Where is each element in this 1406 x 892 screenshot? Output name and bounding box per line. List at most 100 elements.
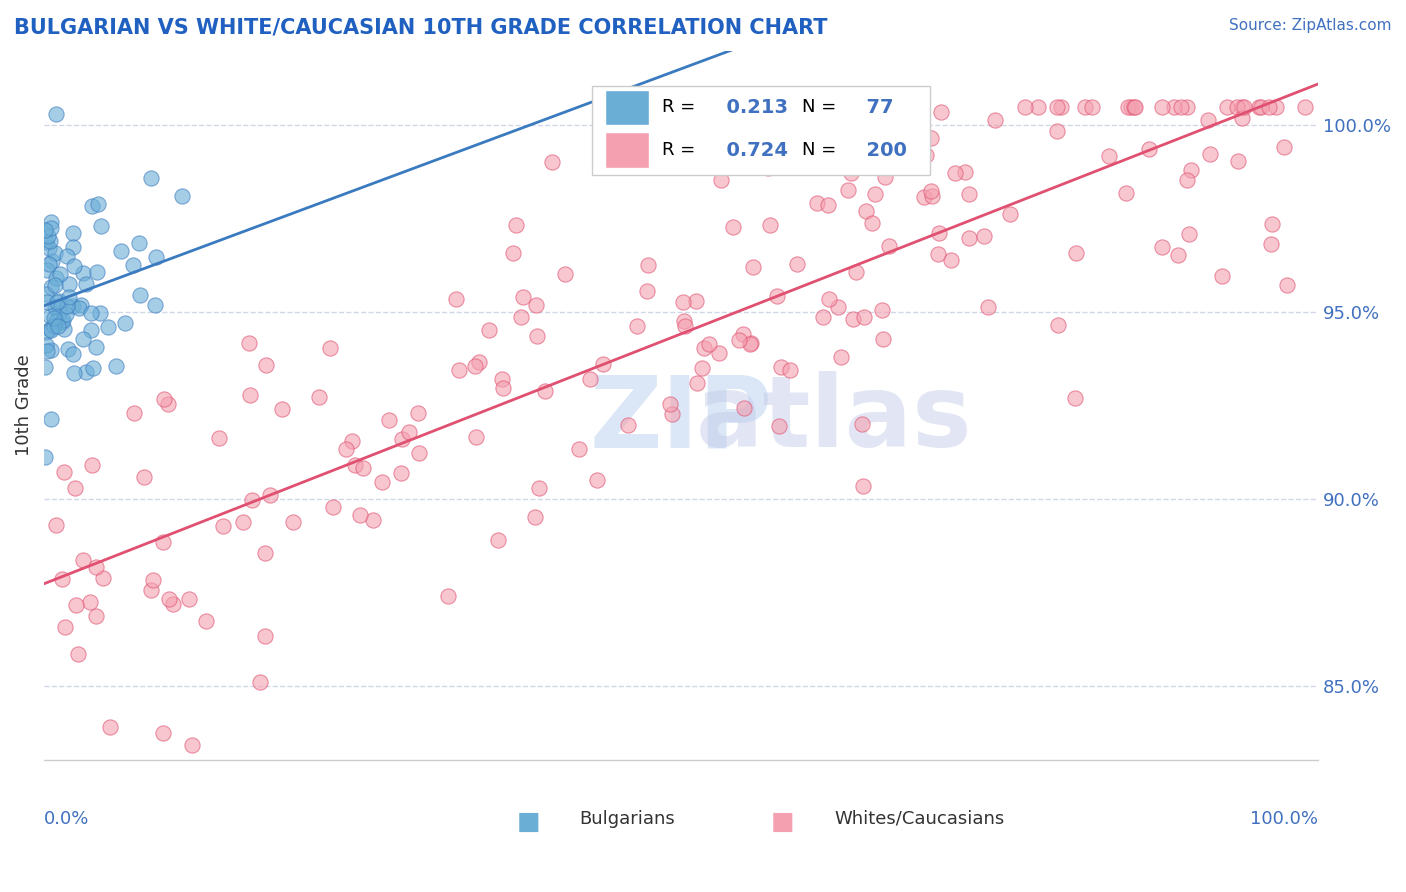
Point — [998, 207, 1021, 221]
Point — [37, 262, 59, 277]
Point — [710, 172, 733, 186]
Point — [879, 239, 901, 253]
Point — [56, 342, 79, 356]
Point — [1170, 100, 1192, 114]
Point — [58, 290, 80, 304]
Point — [342, 434, 364, 449]
Point — [91, 571, 114, 585]
Point — [837, 183, 859, 197]
Point — [104, 359, 127, 374]
Point — [389, 466, 412, 480]
Point — [973, 229, 995, 244]
Point — [408, 446, 430, 460]
Point — [690, 360, 713, 375]
Point — [122, 258, 145, 272]
Point — [52, 313, 75, 327]
Point — [768, 418, 790, 433]
Point — [957, 186, 980, 201]
Point — [129, 288, 152, 302]
Point — [110, 244, 132, 258]
Point — [75, 277, 97, 291]
Point — [406, 406, 429, 420]
Point — [56, 249, 79, 263]
Point — [254, 359, 277, 373]
Point — [156, 396, 179, 410]
Point — [855, 203, 877, 218]
Point — [1264, 100, 1286, 114]
Point — [253, 546, 276, 560]
Point — [39, 234, 62, 248]
Text: 0.213: 0.213 — [713, 98, 787, 117]
Point — [39, 221, 62, 235]
Y-axis label: 10th Grade: 10th Grade — [15, 355, 32, 457]
Point — [141, 582, 163, 597]
Point — [817, 292, 839, 306]
Point — [63, 259, 86, 273]
Point — [977, 301, 1000, 315]
Text: R =: R = — [662, 98, 695, 117]
Point — [391, 432, 413, 446]
Text: N =: N = — [803, 98, 837, 117]
Point — [465, 430, 488, 444]
Point — [65, 599, 87, 613]
Point — [63, 481, 86, 495]
Point — [914, 148, 936, 162]
Point — [80, 306, 103, 320]
Point — [505, 218, 527, 232]
Point — [478, 323, 501, 337]
Point — [44, 277, 66, 292]
Point — [524, 298, 547, 312]
Point — [845, 265, 868, 279]
Point — [860, 137, 883, 152]
FancyBboxPatch shape — [605, 132, 650, 168]
Point — [162, 598, 184, 612]
Point — [912, 190, 935, 204]
Point — [779, 363, 801, 377]
Point — [1198, 147, 1220, 161]
Point — [1074, 100, 1097, 114]
Point — [195, 614, 218, 628]
Point — [35, 344, 58, 359]
Point — [1118, 100, 1140, 114]
Point — [512, 290, 534, 304]
Point — [1046, 100, 1069, 114]
Point — [444, 292, 467, 306]
Point — [447, 363, 470, 377]
Point — [39, 778, 62, 792]
Point — [79, 595, 101, 609]
Point — [1232, 100, 1254, 114]
Point — [1211, 268, 1233, 283]
Point — [1050, 100, 1073, 114]
Point — [259, 487, 281, 501]
Point — [238, 335, 260, 350]
Point — [51, 573, 73, 587]
Text: 77: 77 — [853, 98, 894, 117]
Point — [672, 294, 695, 309]
Point — [39, 280, 62, 294]
Point — [554, 267, 576, 281]
Point — [378, 413, 401, 427]
Point — [69, 298, 91, 312]
Point — [1249, 100, 1271, 114]
Point — [45, 295, 67, 310]
Point — [44, 245, 66, 260]
Point — [122, 406, 145, 420]
Point — [1150, 240, 1173, 254]
Point — [721, 219, 744, 234]
Point — [491, 371, 513, 385]
Text: 200: 200 — [853, 141, 907, 160]
Point — [943, 166, 966, 180]
Point — [786, 131, 808, 145]
Point — [211, 519, 233, 533]
Point — [617, 417, 640, 432]
Point — [1081, 100, 1104, 114]
Point — [45, 313, 67, 327]
Point — [39, 412, 62, 426]
Point — [97, 319, 120, 334]
Point — [766, 289, 789, 303]
Point — [46, 318, 69, 333]
Point — [759, 218, 782, 232]
Point — [486, 533, 509, 547]
Point — [62, 300, 84, 314]
Point — [145, 250, 167, 264]
